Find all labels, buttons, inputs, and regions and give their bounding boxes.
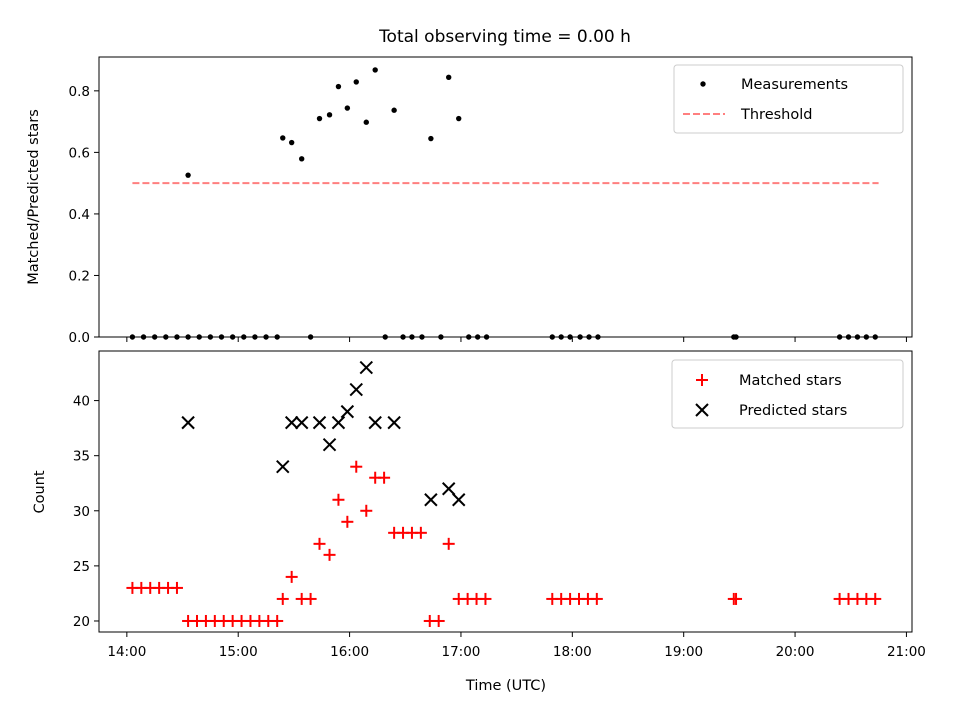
top-axes-frame [98,56,913,338]
x-tick-label: 18:00 [553,644,592,660]
matched-stars-point [590,592,603,605]
panel-bottom: Count Time (UTC) 20 25 30 35 40 14:00 15:00 16… [32,350,926,694]
legend-marker-predicted-stars [695,403,709,417]
measurement-point [280,135,286,141]
measurement-point [391,107,397,113]
measurement-point [326,112,333,118]
matched-stars-point [360,504,373,517]
matched-stars-point [304,592,317,605]
matched-stars-point [350,460,363,473]
measurement-point [335,83,342,90]
predicted-stars-point [284,415,299,430]
matched-stars-point [414,526,427,539]
measurement-point [363,119,369,125]
predicted-stars-point [294,415,309,430]
x-tick-label: 20:00 [776,644,815,660]
matched-stars-point [730,592,743,605]
measurement-point [372,67,378,73]
predicted-stars-point [441,482,456,496]
measurement-point [316,115,323,122]
x-tick-label: 16:00 [330,644,369,660]
bottom-x-axis-label: Time (UTC) [465,678,546,694]
matched-stars-point [869,592,882,605]
bottom-plot-area [126,360,882,627]
top-legend: Measurements Threshold [673,64,904,134]
x-tick-label: 14:00 [107,644,146,660]
legend-marker-measurements [700,81,706,87]
measurement-point [428,135,434,142]
predicted-stars-point [387,415,401,430]
top-x-axis [126,337,907,342]
matched-stars-point [479,592,492,605]
chart-title: Total observing time = 0.00 h [378,27,631,47]
y-tick-label: 0.2 [69,268,90,284]
y-tick-label: 35 [73,449,90,465]
measurement-point [353,79,359,85]
legend-label-measurements: Measurements [741,77,848,93]
measurement-point [344,105,351,111]
top-y-axis: 0.0 0.2 0.4 0.6 0.8 [69,84,99,346]
x-tick-label: 15:00 [219,644,258,660]
x-tick-label: 21:00 [887,644,926,660]
predicted-stars-point [424,493,438,507]
measurement-point [288,139,295,146]
matched-stars-point [323,548,336,561]
predicted-stars-point [181,415,195,430]
matched-stars-point [170,581,183,594]
predicted-stars-point [359,360,373,375]
x-tick-label: 17:00 [441,644,480,660]
predicted-stars-point [349,382,363,397]
predicted-stars-point [340,404,355,419]
measurement-point [446,74,452,81]
bottom-x-axis: 14:00 15:00 16:00 17:00 18:00 19:00 20:00 21:00 [107,632,926,660]
y-tick-label: 25 [73,559,90,575]
y-tick-label: 0.0 [69,330,90,346]
legend-label-predicted-stars: Predicted stars [739,403,847,419]
top-legend-box [673,64,904,134]
legend-label-matched-stars: Matched stars [739,373,842,389]
predicted-stars-point [368,415,382,430]
predicted-stars-point [312,415,327,430]
bottom-axes-frame [98,350,913,633]
panel-top: Total observing time = 0.00 h Matched/Pr… [26,27,913,346]
predicted-stars-point [276,459,290,474]
legend-marker-matched-stars [696,374,708,386]
bottom-y-axis-label: Count [32,470,48,513]
matched-stars-point [285,570,298,583]
measurement-point [456,115,462,122]
measurement-point [185,172,191,178]
top-y-axis-label: Matched/Predicted stars [26,109,42,285]
matched-stars-point [341,515,354,528]
matched-stars-point [432,614,445,627]
matched-stars-point [313,537,326,550]
matched-stars-point [271,614,284,627]
predicted-stars-point [331,415,346,430]
matched-stars-point [442,537,455,550]
y-tick-label: 20 [73,614,90,630]
bottom-legend: Matched stars Predicted stars [671,359,904,429]
y-tick-label: 30 [73,504,90,520]
matched-stars-point [378,471,391,484]
matched-stars-point [332,493,345,506]
bottom-y-axis: 20 25 30 35 40 [73,394,99,630]
predicted-stars-point [452,493,466,507]
y-tick-label: 0.8 [69,84,90,100]
y-tick-label: 0.4 [69,207,90,223]
y-tick-label: 0.6 [69,145,90,161]
top-plot-area [129,67,879,340]
predicted-stars-point [322,437,337,452]
legend-label-threshold: Threshold [740,107,812,123]
measurement-point [298,156,305,162]
y-tick-label: 40 [73,394,90,410]
matched-stars-point [276,592,289,605]
bottom-legend-box [671,359,904,429]
x-tick-label: 19:00 [664,644,703,660]
